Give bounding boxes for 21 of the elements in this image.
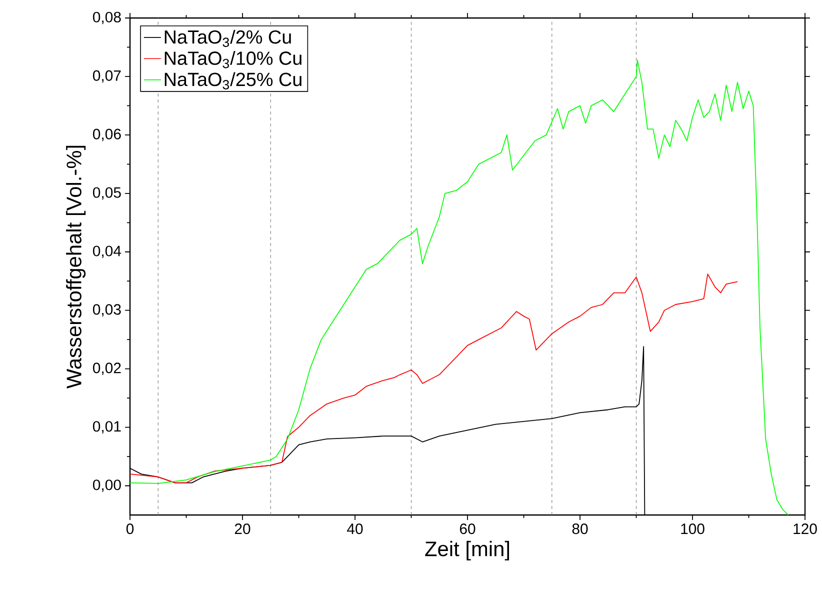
y-tick-label: 0,08 <box>92 12 121 24</box>
x-tick-label: 100 <box>681 524 704 534</box>
x-tick-label: 20 <box>234 524 250 534</box>
legend-label: NaTaO$_{3}$/2% Cu <box>164 30 291 47</box>
x-tick-label: 0 <box>126 524 134 534</box>
y-tick-label: 0,07 <box>92 70 121 83</box>
legend-label: NaTaO$_{3}$/10% Cu <box>164 51 302 68</box>
y-tick-label: 0,02 <box>92 362 121 375</box>
x-axis-title: Zeit [min] <box>425 540 510 560</box>
x-tick-label: 40 <box>347 524 363 534</box>
x-tick-label: 80 <box>572 524 588 534</box>
y-tick-label: 0,06 <box>92 128 121 142</box>
y-axis-title: Wasserstoffgehalt [Vol.-%] <box>66 146 86 388</box>
y-tick-label: 0,00 <box>92 480 121 492</box>
y-tick-label: 0,04 <box>92 246 122 258</box>
y-tick-label: 0,01 <box>92 421 121 434</box>
y-tick-label: 0,03 <box>92 304 121 317</box>
legend-label: NaTaO$_{3}$/25% Cu <box>164 72 302 90</box>
x-tick-label: 120 <box>794 524 817 534</box>
x-tick-label: 60 <box>460 524 476 534</box>
y-tick-label: 0,05 <box>92 187 121 200</box>
